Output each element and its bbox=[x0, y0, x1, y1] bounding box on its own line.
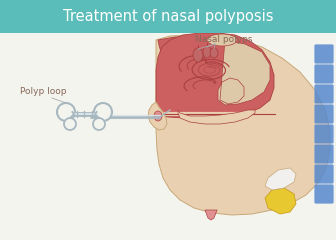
Circle shape bbox=[64, 118, 76, 130]
Ellipse shape bbox=[207, 34, 237, 46]
Polygon shape bbox=[178, 110, 255, 124]
Circle shape bbox=[94, 103, 112, 121]
Polygon shape bbox=[265, 168, 296, 190]
Circle shape bbox=[57, 103, 75, 121]
FancyBboxPatch shape bbox=[314, 144, 334, 163]
Ellipse shape bbox=[203, 46, 211, 58]
FancyBboxPatch shape bbox=[0, 0, 336, 33]
FancyBboxPatch shape bbox=[314, 185, 334, 204]
Polygon shape bbox=[158, 37, 272, 114]
Circle shape bbox=[93, 118, 105, 130]
FancyBboxPatch shape bbox=[314, 125, 334, 144]
Polygon shape bbox=[218, 40, 270, 105]
FancyBboxPatch shape bbox=[314, 65, 334, 84]
Ellipse shape bbox=[210, 48, 218, 58]
FancyBboxPatch shape bbox=[314, 164, 334, 184]
Ellipse shape bbox=[154, 111, 162, 121]
FancyBboxPatch shape bbox=[314, 84, 334, 103]
Polygon shape bbox=[148, 102, 167, 130]
Polygon shape bbox=[265, 188, 296, 214]
Ellipse shape bbox=[193, 48, 203, 62]
Text: Nasal polyps: Nasal polyps bbox=[195, 35, 252, 44]
Polygon shape bbox=[156, 35, 330, 215]
FancyBboxPatch shape bbox=[314, 104, 334, 124]
Polygon shape bbox=[156, 33, 274, 118]
Text: Polyp loop: Polyp loop bbox=[20, 88, 67, 96]
FancyBboxPatch shape bbox=[314, 44, 334, 64]
Text: Treatment of nasal polyposis: Treatment of nasal polyposis bbox=[63, 9, 273, 24]
Polygon shape bbox=[205, 210, 217, 220]
